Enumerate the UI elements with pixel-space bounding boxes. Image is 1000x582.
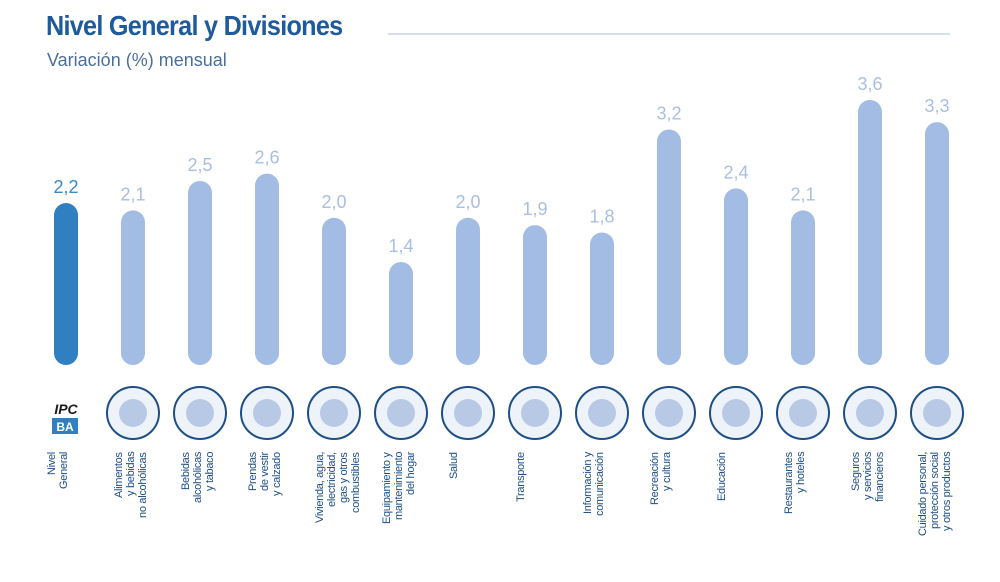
x-tick-label: Alimentos y bebidas no alcohólicas (113, 452, 149, 518)
icon-inner (856, 399, 884, 427)
icon-inner (454, 399, 482, 427)
x-tick-label: Bebidas alcohólicas y tabaco (180, 452, 216, 504)
chart-title: Nivel General y Divisiones (46, 10, 343, 41)
x-tick-label: Salud (448, 452, 460, 479)
bar (322, 217, 346, 365)
x-tick-label: Vivienda, agua, electricidad, gas y otro… (314, 452, 362, 524)
icon-inner (521, 399, 549, 427)
bar (121, 210, 145, 365)
icon-inner (722, 399, 750, 427)
value-label: 2,6 (254, 148, 279, 168)
icon-inner (588, 399, 616, 427)
chart-subtitle: Variación (%) mensual (47, 50, 227, 70)
bar (523, 225, 547, 365)
icon-inner (789, 399, 817, 427)
x-tick-label: Información y comunicación (582, 452, 606, 516)
bar (54, 203, 78, 365)
value-label: 1,4 (388, 236, 413, 256)
icon-inner (253, 399, 281, 427)
value-label: 2,4 (723, 162, 748, 182)
bar (791, 210, 815, 365)
value-label: 1,8 (589, 207, 614, 227)
x-tick-label: Seguros y servicios financieros (850, 452, 886, 502)
bar (389, 261, 413, 365)
x-tick-label: Recreación y cultura (649, 452, 673, 505)
value-label: 3,2 (656, 103, 681, 123)
value-label: 1,9 (522, 199, 547, 219)
icon-inner (655, 399, 683, 427)
icon-inner (320, 399, 348, 427)
bar (724, 188, 748, 365)
bar (925, 122, 949, 365)
logo-text: IPC (54, 401, 78, 417)
value-label: 2,5 (187, 155, 212, 175)
x-tick-label: Educación (716, 452, 728, 501)
x-tick-label: Nivel General (46, 452, 70, 490)
x-tick-label: Equipamiento y mantenimiento del hogar (381, 452, 417, 524)
x-tick-label: Transporte (515, 452, 527, 502)
icon-inner (186, 399, 214, 427)
icon-inner (119, 399, 147, 427)
value-label: 2,2 (53, 177, 78, 197)
bar (456, 217, 480, 365)
icon-inner (387, 399, 415, 427)
bar (590, 232, 614, 365)
x-tick-label: Prendas de vestir y calzado (247, 452, 283, 496)
bar (188, 180, 212, 365)
value-label: 2,1 (120, 184, 145, 204)
logo-box (52, 418, 78, 434)
x-tick-label: Cuidado personal, protección social y ot… (917, 452, 953, 537)
icon-inner (923, 399, 951, 427)
value-label: 2,0 (455, 192, 480, 212)
value-label: 2,1 (790, 184, 815, 204)
bar (657, 129, 681, 365)
value-label: 2,0 (321, 192, 346, 212)
value-label: 3,3 (924, 96, 949, 116)
logo-text: BA (56, 420, 74, 434)
value-label: 3,6 (857, 74, 882, 94)
x-tick-label: Restaurantes y hoteles (783, 452, 807, 514)
bar (858, 100, 882, 365)
bar (255, 173, 279, 365)
